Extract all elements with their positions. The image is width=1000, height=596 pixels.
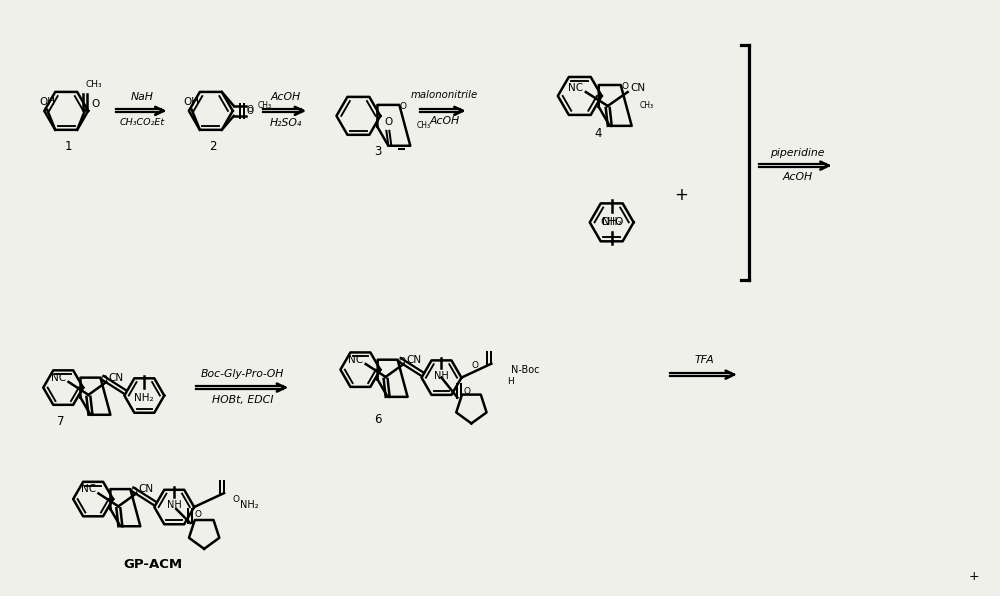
Text: malononitrile: malononitrile xyxy=(411,90,478,100)
Text: CH₃: CH₃ xyxy=(640,101,654,110)
Text: O: O xyxy=(400,103,407,111)
Text: 4: 4 xyxy=(594,128,601,140)
Text: CN: CN xyxy=(406,355,421,365)
Text: Boc-Gly-Pro-OH: Boc-Gly-Pro-OH xyxy=(201,369,284,378)
Text: OH: OH xyxy=(184,97,200,107)
Text: 7: 7 xyxy=(57,415,65,428)
Text: NaH: NaH xyxy=(131,92,153,102)
Text: +: + xyxy=(675,187,688,204)
Text: N-Boc: N-Boc xyxy=(511,365,540,375)
Text: AcOH: AcOH xyxy=(271,92,301,102)
Text: 1: 1 xyxy=(64,140,72,153)
Text: CHO: CHO xyxy=(600,218,623,227)
Text: 2: 2 xyxy=(209,140,217,153)
Text: OH: OH xyxy=(39,97,55,107)
Text: CH₃: CH₃ xyxy=(416,121,430,130)
Text: piperidine: piperidine xyxy=(770,148,824,158)
Text: 6: 6 xyxy=(375,413,382,426)
Text: CH₃: CH₃ xyxy=(258,101,272,110)
Text: NH₂: NH₂ xyxy=(240,500,259,510)
Text: NC: NC xyxy=(51,373,66,383)
Text: AcOH: AcOH xyxy=(782,172,812,182)
Text: 3: 3 xyxy=(375,145,382,158)
Text: O: O xyxy=(101,375,108,384)
Text: O: O xyxy=(195,511,202,520)
Text: AcOH: AcOH xyxy=(429,116,459,126)
Text: O: O xyxy=(246,105,253,114)
Text: NC: NC xyxy=(568,83,583,93)
Text: H₂SO₄: H₂SO₄ xyxy=(269,118,302,128)
Text: NH₂: NH₂ xyxy=(602,218,622,227)
Text: O: O xyxy=(131,486,138,496)
Text: NH: NH xyxy=(167,500,182,510)
Text: CN: CN xyxy=(630,83,645,93)
Text: NC: NC xyxy=(81,485,96,495)
Text: O: O xyxy=(384,117,392,127)
Text: CH₃CO₂Et: CH₃CO₂Et xyxy=(119,119,165,128)
Text: GP-ACM: GP-ACM xyxy=(123,558,183,571)
Text: O: O xyxy=(398,357,405,366)
Text: O: O xyxy=(232,495,239,504)
Text: O: O xyxy=(246,107,253,116)
Text: O: O xyxy=(621,82,628,92)
Text: O: O xyxy=(464,387,471,396)
Text: HOBt, EDCI: HOBt, EDCI xyxy=(212,395,273,405)
Text: O: O xyxy=(91,99,99,109)
Text: +: + xyxy=(968,570,979,583)
Text: TFA: TFA xyxy=(695,355,714,365)
Text: NH: NH xyxy=(434,371,449,381)
Text: NC: NC xyxy=(348,355,363,365)
Text: CN: CN xyxy=(109,373,124,383)
Text: CH₃: CH₃ xyxy=(85,79,102,89)
Text: H: H xyxy=(507,377,514,386)
Text: CN: CN xyxy=(139,485,154,495)
Text: O: O xyxy=(471,361,478,370)
Text: NH₂: NH₂ xyxy=(134,393,154,402)
